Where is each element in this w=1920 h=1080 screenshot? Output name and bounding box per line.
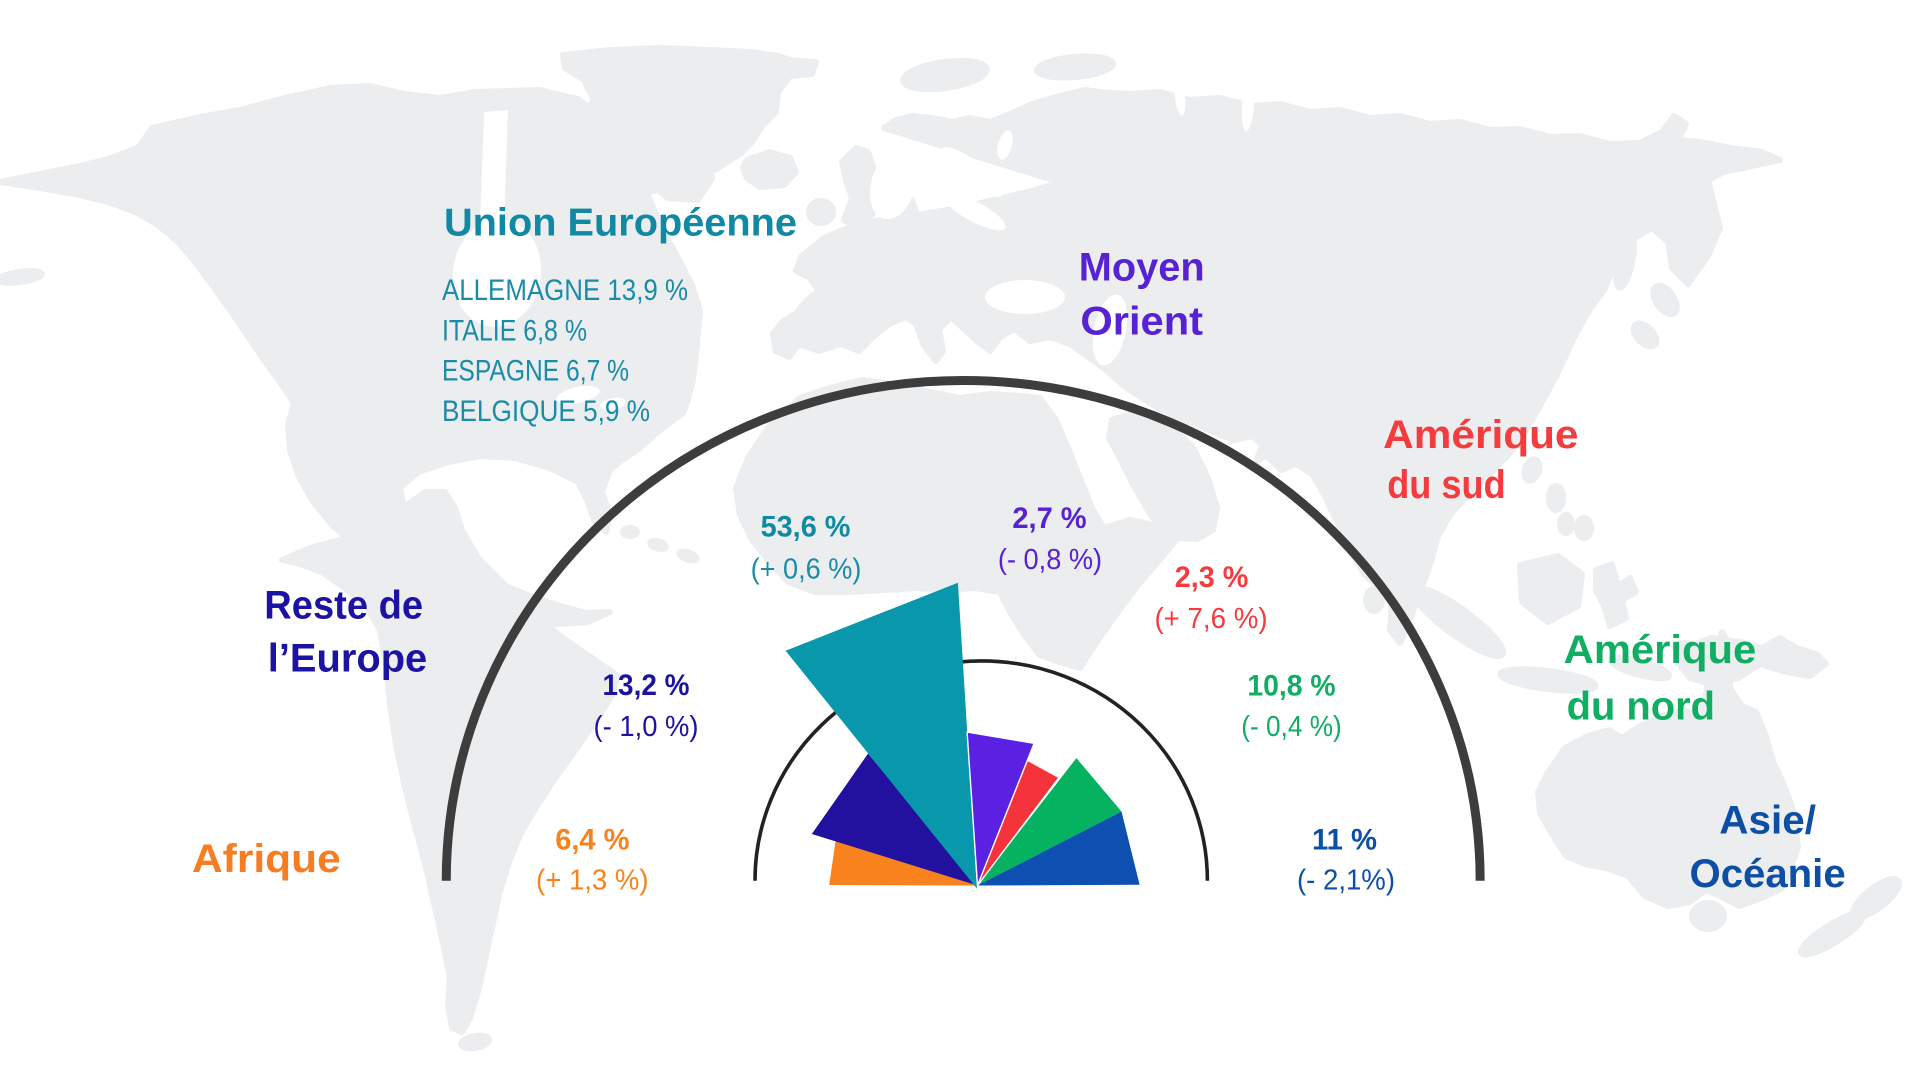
svg-text:Union Européenne: Union Européenne xyxy=(444,202,797,245)
svg-text:Reste de: Reste de xyxy=(264,584,423,628)
svg-text:Océanie: Océanie xyxy=(1690,852,1846,896)
svg-text:2,7 %: 2,7 % xyxy=(1012,502,1086,535)
svg-text:Amérique: Amérique xyxy=(1383,413,1578,457)
svg-text:Moyen: Moyen xyxy=(1079,246,1205,290)
svg-text:11 %: 11 % xyxy=(1312,824,1377,857)
svg-text:du sud: du sud xyxy=(1387,463,1506,507)
svg-text:Orient: Orient xyxy=(1080,300,1203,344)
svg-text:ITALIE 6,8 %: ITALIE 6,8 % xyxy=(442,314,587,347)
svg-text:(- 2,1%): (- 2,1%) xyxy=(1297,865,1395,897)
svg-text:13,2 %: 13,2 % xyxy=(603,669,690,702)
svg-text:BELGIQUE 5,9 %: BELGIQUE 5,9 % xyxy=(442,395,650,428)
svg-text:2,3 %: 2,3 % xyxy=(1175,561,1249,594)
svg-text:(+ 7,6 %): (+ 7,6 %) xyxy=(1154,603,1267,635)
svg-text:53,6 %: 53,6 % xyxy=(761,511,851,544)
svg-text:(+ 1,3 %): (+ 1,3 %) xyxy=(536,865,649,897)
svg-text:(- 1,0 %): (- 1,0 %) xyxy=(594,711,699,743)
svg-text:l’Europe: l’Europe xyxy=(268,637,427,681)
svg-text:(+ 0,6 %): (+ 0,6 %) xyxy=(751,554,862,586)
svg-text:ESPAGNE 6,7 %: ESPAGNE 6,7 % xyxy=(442,355,629,388)
svg-text:(- 0,8 %): (- 0,8 %) xyxy=(998,544,1102,576)
svg-text:6,4 %: 6,4 % xyxy=(555,824,629,857)
svg-text:Amérique: Amérique xyxy=(1564,628,1757,672)
svg-text:ALLEMAGNE 13,9 %: ALLEMAGNE 13,9 % xyxy=(442,274,688,307)
svg-text:Afrique: Afrique xyxy=(192,837,341,881)
svg-text:Asie/: Asie/ xyxy=(1719,798,1816,842)
svg-text:du nord: du nord xyxy=(1567,685,1715,729)
svg-text:10,8 %: 10,8 % xyxy=(1247,670,1335,703)
svg-text:(- 0,4 %): (- 0,4 %) xyxy=(1241,711,1342,743)
